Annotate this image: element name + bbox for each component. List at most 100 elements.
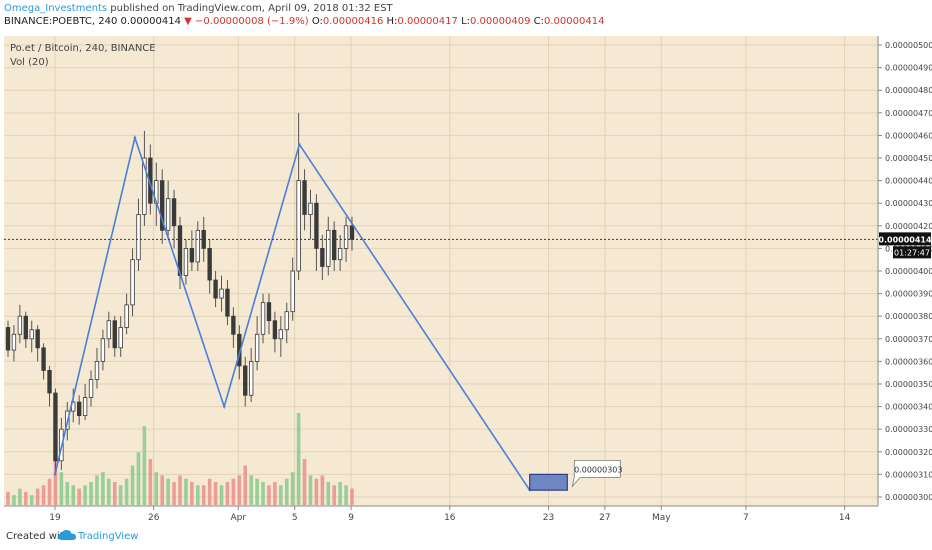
candle-body — [88, 379, 94, 398]
candle-body — [225, 288, 230, 317]
candle-body — [100, 338, 106, 362]
price-tick-label: 0.00000370 — [885, 335, 932, 344]
candle-body — [207, 248, 212, 281]
volume-bar — [65, 482, 70, 505]
time-axis[interactable]: 19 26 Apr 5 9 16 23 27 May 7 14 — [4, 505, 878, 523]
volume-bar — [196, 485, 200, 505]
volume-bar — [178, 475, 182, 505]
volume-bar — [231, 478, 236, 505]
candle-body — [130, 259, 135, 306]
candle-body — [290, 270, 295, 313]
volume-bar — [190, 482, 194, 505]
time-tick-label: 7 — [743, 513, 749, 523]
candle-body — [278, 329, 284, 340]
volume-bar — [296, 413, 301, 505]
tradingview-link[interactable]: TradingView — [78, 531, 139, 542]
candle-body — [254, 333, 260, 362]
time-tick-label: Apr — [231, 513, 247, 523]
volume-bar — [24, 491, 28, 505]
volume-bar — [249, 475, 253, 505]
volume-bar — [279, 485, 283, 505]
candle-body — [183, 248, 189, 276]
volume-bar — [184, 478, 188, 505]
time-tick-label: 26 — [148, 513, 160, 523]
price-tick-label: 0.00000460 — [885, 131, 932, 140]
time-tick-label: 5 — [292, 513, 298, 523]
candle-body — [53, 392, 58, 462]
price-tick-label: 0.00000430 — [885, 199, 932, 208]
chart-header: Omega_Investments published on TradingVi… — [0, 0, 932, 30]
countdown-label: 01:27:47 — [894, 248, 930, 257]
published-text: published on TradingView.com, April 09, … — [110, 3, 393, 14]
time-tick-label: 14 — [839, 513, 851, 523]
candle-body — [314, 202, 319, 249]
candle-body — [231, 315, 236, 335]
volume-bar — [338, 482, 342, 505]
target-price-label: 0.00000303 — [574, 465, 622, 474]
volume-bar — [219, 485, 224, 505]
candle-body — [337, 248, 343, 261]
candle-body — [284, 311, 289, 331]
candle-body — [23, 315, 28, 340]
pattern-point — [53, 473, 57, 476]
footer: Created with TradingView — [0, 524, 932, 550]
high-label: H: — [386, 16, 398, 27]
candle-body — [29, 329, 34, 340]
candle-body — [165, 198, 171, 231]
price-tick-label: 0.00000420 — [885, 222, 932, 231]
candle-body — [213, 279, 218, 299]
candle-body — [260, 302, 266, 335]
volume-bar — [290, 472, 295, 505]
volume-bar — [267, 485, 271, 505]
volume-bar — [207, 478, 212, 505]
candle-body — [112, 320, 117, 349]
candle-body — [320, 248, 325, 267]
target-callout — [571, 459, 621, 488]
current-price-badge — [879, 232, 931, 246]
price-tick-label: 0.00000300 — [885, 493, 932, 502]
price-tick-label: 0.00000320 — [885, 448, 932, 457]
candle-body — [272, 320, 278, 340]
volume-bar — [18, 488, 22, 505]
candle-body — [136, 214, 141, 261]
volume-bar — [344, 485, 348, 505]
candle-body — [266, 302, 272, 322]
price-axis[interactable]: 0.00000500 0.00000490 0.00000480 0.00000470… — [877, 36, 932, 506]
volume-bar — [130, 465, 135, 505]
time-tick-label: 27 — [599, 513, 610, 523]
price-tick-label: 0.00000310 — [885, 470, 932, 479]
volume-bar — [124, 478, 129, 505]
volume-bar — [326, 482, 331, 505]
candle-body — [94, 360, 100, 380]
candle-body — [302, 180, 307, 215]
candle-body — [17, 315, 23, 335]
price-tick-label: 0.00000380 — [885, 312, 932, 321]
volume-bar — [201, 485, 206, 505]
candle-body — [118, 327, 123, 349]
volume-bar — [160, 475, 164, 505]
last-price: 0.00000414 — [120, 16, 181, 27]
volume-bar — [47, 478, 52, 505]
time-tick-label: 19 — [49, 513, 61, 523]
candle-body — [160, 180, 165, 231]
volume-indicator-label: Vol (20) — [10, 57, 49, 68]
price-tick-label: 0.00000450 — [885, 154, 932, 163]
price-tick-label: 0.00000400 — [885, 267, 932, 276]
price-tick-label: 0.00000350 — [885, 380, 932, 389]
candle-body — [5, 327, 11, 351]
volume-bar — [101, 472, 105, 505]
volume-bar — [308, 475, 313, 505]
volume-bar — [314, 478, 319, 505]
created-with-text: Created with — [6, 531, 70, 542]
volume-bar — [107, 478, 111, 505]
target-box — [529, 473, 568, 491]
volume-bar — [12, 495, 16, 505]
chart-title: Po.et / Bitcoin, 240, BINANCE — [10, 43, 156, 54]
author-link[interactable]: Omega_Investments — [4, 3, 108, 14]
close-label: C: — [533, 16, 545, 27]
volume-bar — [89, 482, 93, 505]
price-tick-label: 0.00000490 — [885, 64, 932, 73]
price-chart[interactable]: 0.00000303 0.00000500 0.00000490 0.0000048… — [0, 30, 932, 524]
price-tick-label: 0.00000500 — [885, 41, 932, 50]
price-change: −0.00000008 (−1.9%) — [195, 16, 309, 27]
